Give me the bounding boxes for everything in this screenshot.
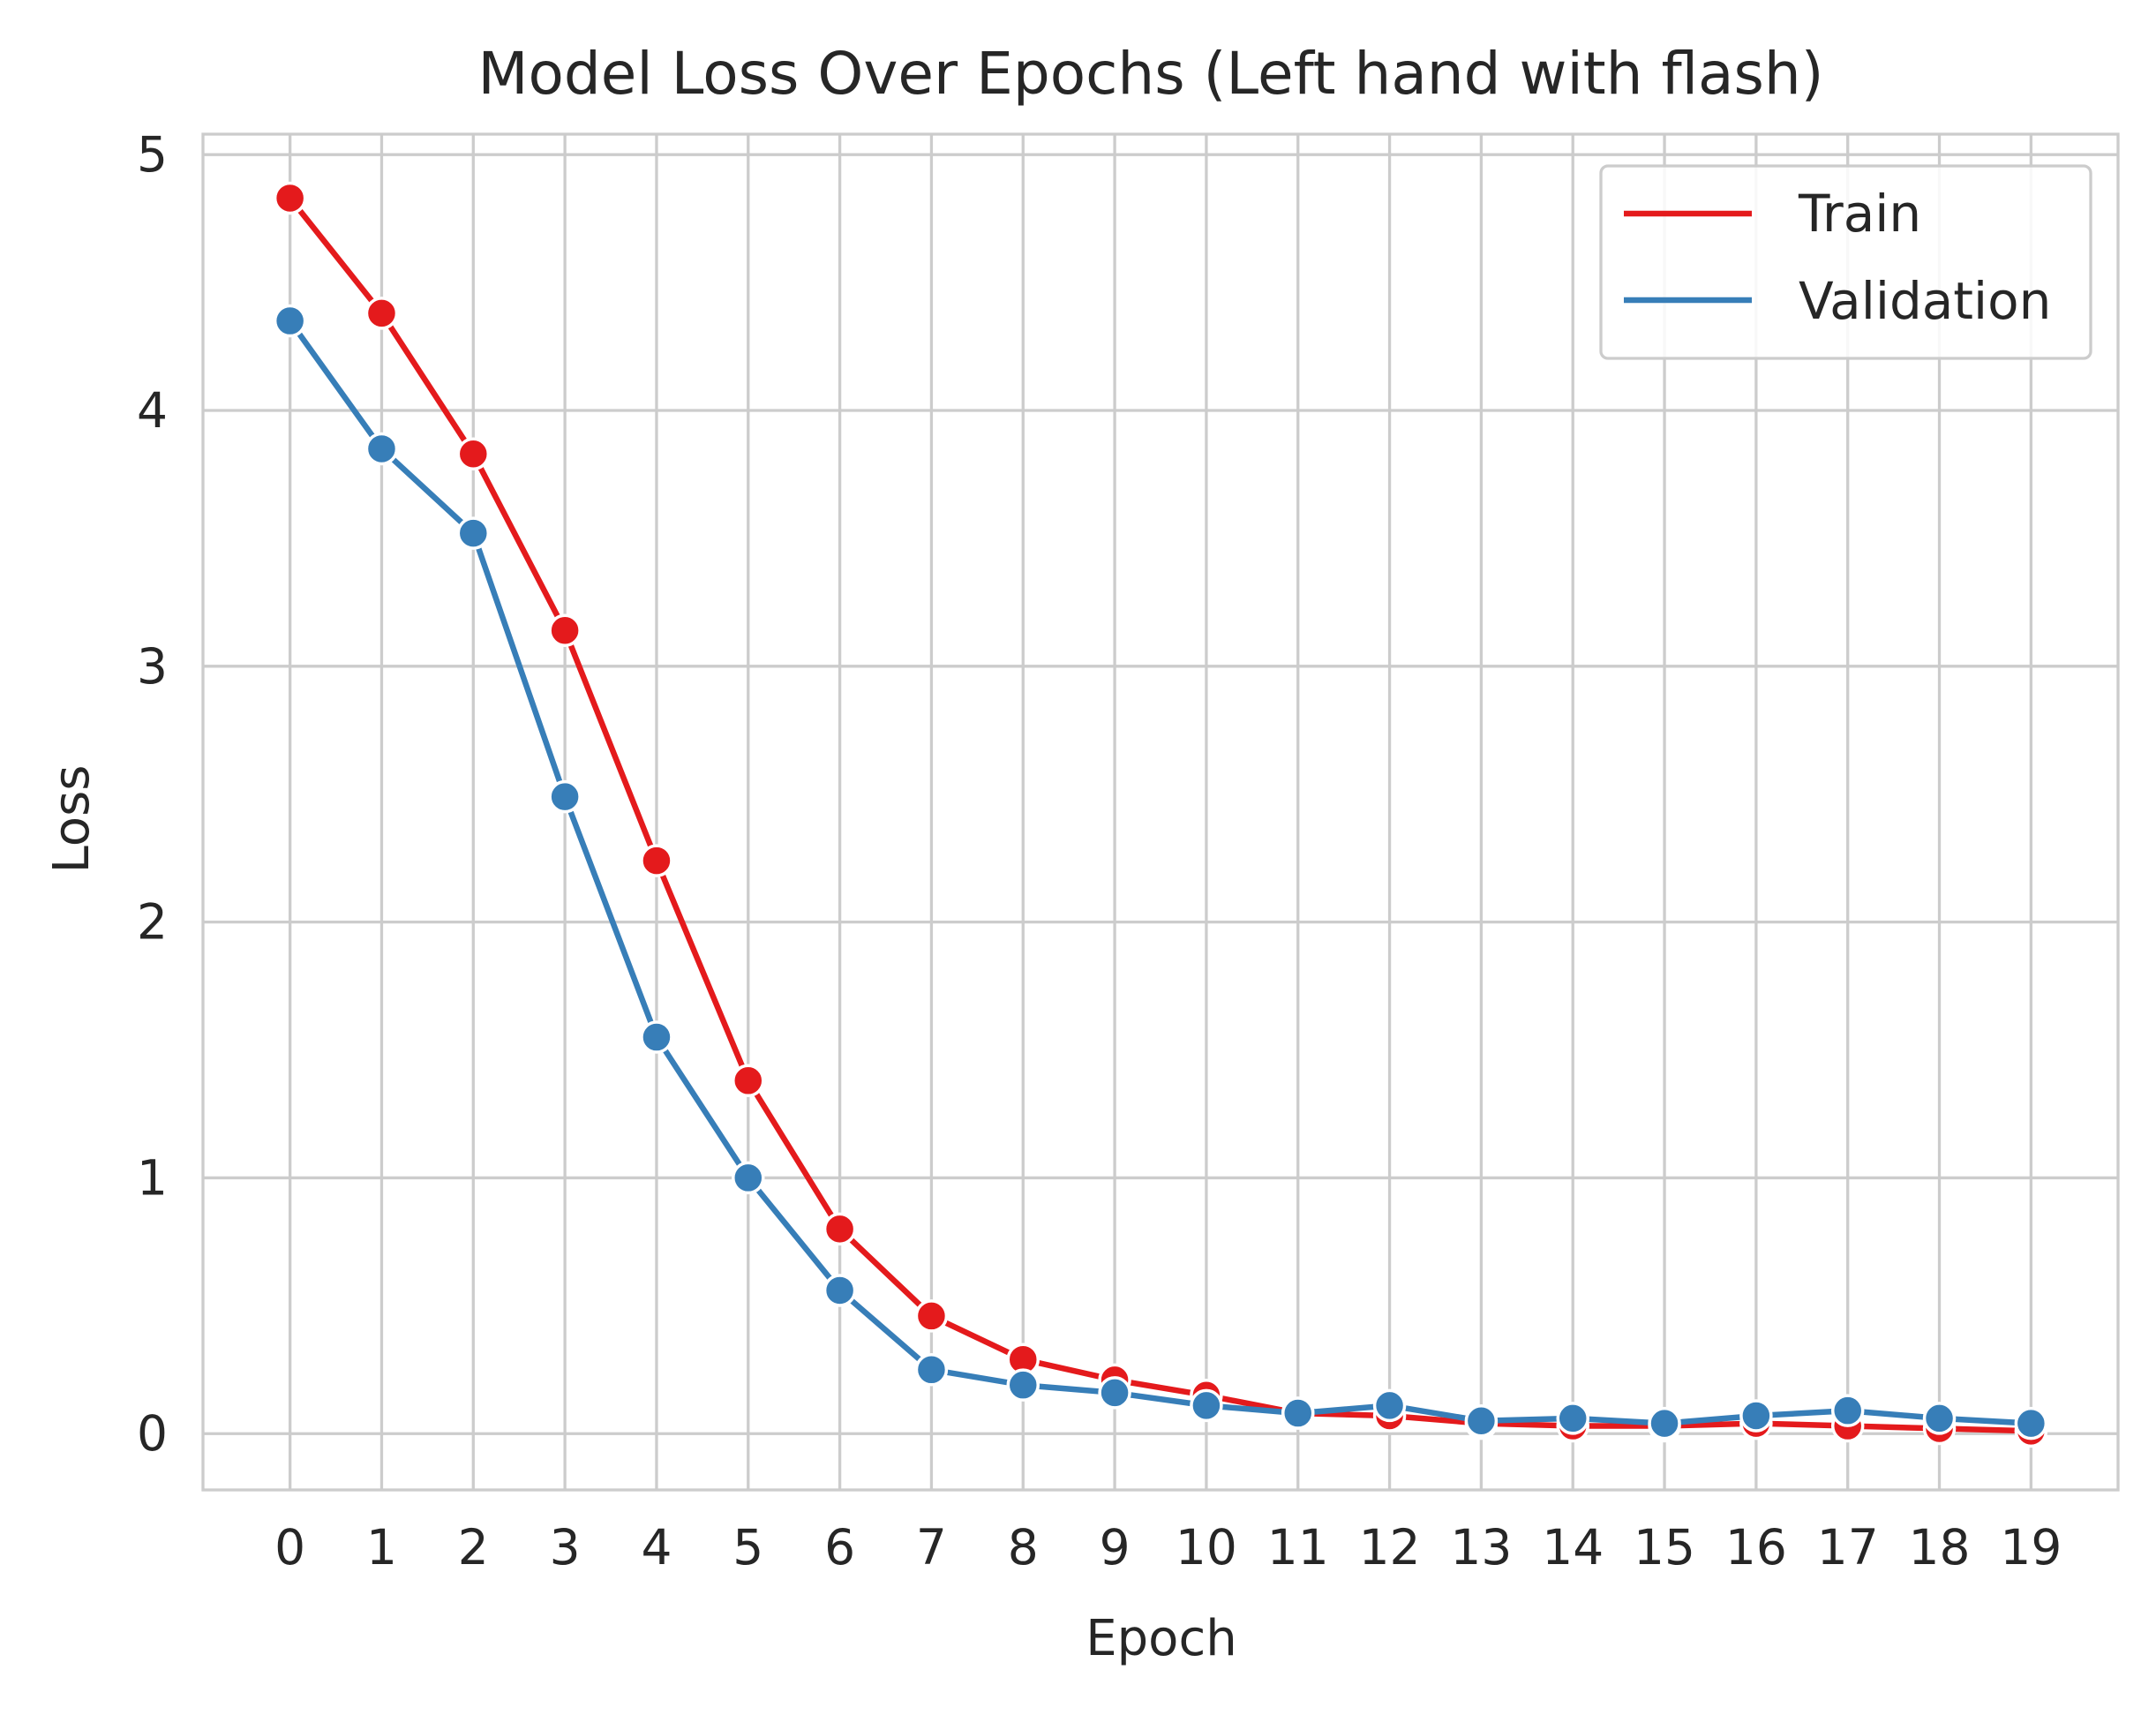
grid <box>203 134 2118 1490</box>
x-tick-label: 3 <box>550 1519 581 1576</box>
x-tick-labels: 0 1 2 3 4 5 6 7 8 9 10 11 12 13 14 15 16 17 18 19 <box>274 1519 2062 1576</box>
data-point-train <box>732 1064 765 1098</box>
data-point-train <box>364 297 399 330</box>
x-tick-label: 19 <box>2000 1519 2062 1576</box>
y-tick-label: 5 <box>137 126 168 183</box>
data-point-train <box>914 1299 949 1333</box>
data-point-validation <box>823 1274 857 1307</box>
data-point-train <box>640 844 673 877</box>
x-tick-label: 17 <box>1817 1519 1879 1576</box>
legend-label-train: Train <box>1798 184 1921 244</box>
x-tick-label: 10 <box>1176 1519 1237 1576</box>
series-markers <box>273 181 2048 1448</box>
data-point-validation <box>1006 1368 1040 1402</box>
x-tick-label: 9 <box>1100 1519 1131 1576</box>
x-tick-label: 4 <box>641 1519 672 1576</box>
data-point-validation <box>1098 1376 1131 1410</box>
x-tick-label: 2 <box>458 1519 489 1576</box>
y-tick-label: 2 <box>137 894 168 951</box>
data-point-train <box>823 1212 857 1246</box>
x-tick-label: 7 <box>916 1519 947 1576</box>
chart-title: Model Loss Over Epochs (Left hand with f… <box>478 40 1824 108</box>
data-point-validation <box>364 432 399 466</box>
legend: Train Validation <box>1599 164 2092 360</box>
x-tick-label: 6 <box>824 1519 855 1576</box>
data-point-validation <box>640 1020 673 1054</box>
y-tick-label: 1 <box>137 1149 168 1206</box>
data-point-validation <box>2014 1406 2048 1440</box>
data-point-validation <box>914 1353 949 1387</box>
legend-label-validation: Validation <box>1799 271 2051 331</box>
x-tick-label: 0 <box>274 1519 305 1576</box>
data-point-validation <box>456 516 491 550</box>
y-tick-label: 4 <box>137 382 168 439</box>
plot-frame <box>201 132 2120 1492</box>
x-tick-label: 16 <box>1725 1519 1787 1576</box>
data-point-validation <box>1190 1388 1223 1423</box>
data-point-validation <box>1372 1388 1407 1423</box>
x-axis-label: Epoch <box>1086 1610 1236 1667</box>
y-tick-label: 3 <box>137 638 168 695</box>
x-tick-label: 14 <box>1542 1519 1604 1576</box>
x-tick-label: 13 <box>1450 1519 1512 1576</box>
x-tick-label: 8 <box>1008 1519 1039 1576</box>
x-tick-label: 18 <box>1909 1519 1971 1576</box>
x-tick-label: 15 <box>1634 1519 1695 1576</box>
x-tick-label: 5 <box>732 1519 763 1576</box>
data-point-train <box>273 181 307 215</box>
data-point-train <box>548 613 582 647</box>
x-tick-label: 1 <box>366 1519 397 1576</box>
data-point-train <box>456 437 491 471</box>
data-point-validation <box>1830 1394 1865 1427</box>
data-point-validation <box>1739 1399 1773 1433</box>
data-point-validation <box>1281 1396 1315 1430</box>
data-point-validation <box>1556 1402 1589 1435</box>
data-point-validation <box>1922 1402 1957 1435</box>
x-tick-label: 11 <box>1267 1519 1329 1576</box>
data-point-validation <box>548 779 582 814</box>
data-point-validation <box>1464 1404 1499 1438</box>
y-tick-label: 0 <box>137 1405 168 1462</box>
data-point-validation <box>1648 1406 1681 1440</box>
y-tick-labels: 0 1 2 3 4 5 <box>137 126 168 1462</box>
data-point-validation <box>732 1161 765 1195</box>
data-point-validation <box>273 304 307 338</box>
x-tick-label: 12 <box>1359 1519 1421 1576</box>
y-axis-label: Loss <box>43 765 101 874</box>
